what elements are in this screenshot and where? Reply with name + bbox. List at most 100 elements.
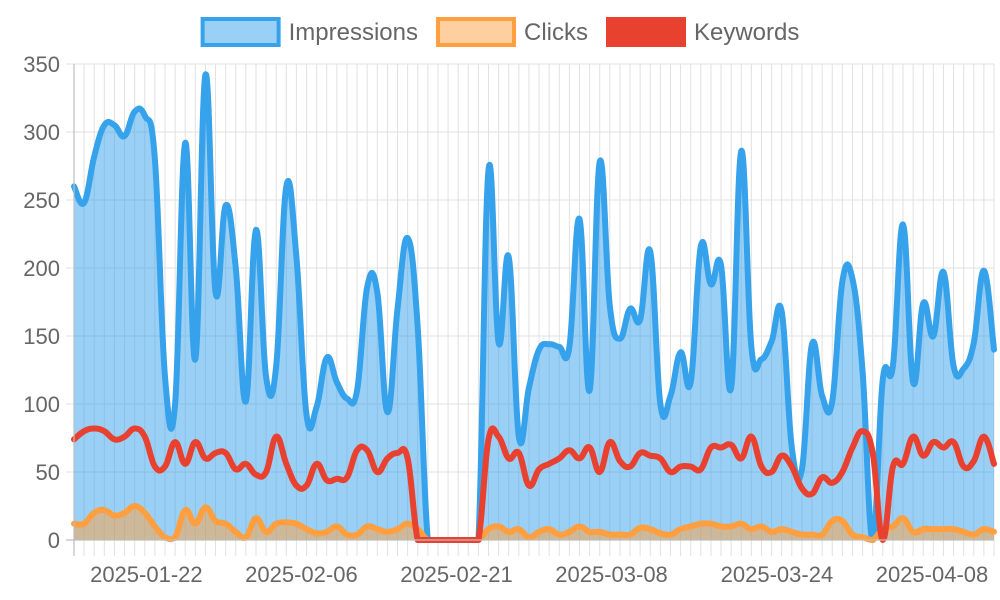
data-point[interactable]: [940, 269, 946, 275]
data-point[interactable]: [233, 466, 239, 472]
data-point[interactable]: [293, 483, 299, 489]
data-point[interactable]: [839, 469, 845, 475]
data-point[interactable]: [283, 183, 289, 189]
data-point[interactable]: [930, 439, 936, 445]
data-point[interactable]: [142, 510, 148, 516]
data-point[interactable]: [395, 526, 401, 532]
data-point[interactable]: [900, 221, 906, 227]
data-point[interactable]: [657, 401, 663, 407]
data-point[interactable]: [506, 529, 512, 535]
data-point[interactable]: [546, 341, 552, 347]
data-point[interactable]: [172, 439, 178, 445]
data-point[interactable]: [991, 461, 997, 467]
data-point[interactable]: [213, 518, 219, 524]
data-point[interactable]: [516, 526, 522, 532]
data-point[interactable]: [223, 202, 229, 208]
data-point[interactable]: [809, 532, 815, 538]
data-point[interactable]: [496, 434, 502, 440]
data-point[interactable]: [152, 156, 158, 162]
data-point[interactable]: [576, 523, 582, 529]
data-point[interactable]: [789, 464, 795, 470]
data-point[interactable]: [678, 349, 684, 355]
data-point[interactable]: [202, 455, 208, 461]
data-point[interactable]: [779, 309, 785, 315]
data-point[interactable]: [961, 464, 967, 470]
data-point[interactable]: [263, 469, 269, 475]
data-point[interactable]: [405, 455, 411, 461]
data-point[interactable]: [111, 513, 117, 519]
data-point[interactable]: [314, 530, 320, 536]
data-point[interactable]: [556, 532, 562, 538]
data-point[interactable]: [667, 469, 673, 475]
data-point[interactable]: [576, 455, 582, 461]
data-point[interactable]: [728, 385, 734, 391]
data-point[interactable]: [314, 461, 320, 467]
data-point[interactable]: [617, 336, 623, 342]
data-point[interactable]: [364, 523, 370, 529]
data-point[interactable]: [344, 532, 350, 538]
data-point[interactable]: [890, 363, 896, 369]
data-point[interactable]: [243, 534, 249, 540]
data-point[interactable]: [819, 532, 825, 538]
data-point[interactable]: [678, 526, 684, 532]
data-point[interactable]: [142, 434, 148, 440]
data-point[interactable]: [566, 447, 572, 453]
data-point[interactable]: [829, 518, 835, 524]
data-point[interactable]: [880, 377, 886, 383]
data-point[interactable]: [374, 526, 380, 532]
data-point[interactable]: [627, 464, 633, 470]
data-point[interactable]: [374, 469, 380, 475]
data-point[interactable]: [708, 521, 714, 527]
data-point[interactable]: [344, 396, 350, 402]
data-point[interactable]: [566, 344, 572, 350]
data-point[interactable]: [971, 458, 977, 464]
data-point[interactable]: [405, 521, 411, 527]
data-point[interactable]: [637, 525, 643, 531]
data-point[interactable]: [607, 303, 613, 309]
data-point[interactable]: [273, 363, 279, 369]
data-point[interactable]: [384, 409, 390, 415]
data-point[interactable]: [819, 474, 825, 480]
data-point[interactable]: [890, 464, 896, 470]
data-point[interactable]: [253, 472, 259, 478]
data-point[interactable]: [81, 521, 87, 527]
data-point[interactable]: [486, 526, 492, 532]
data-point[interactable]: [556, 344, 562, 350]
data-point[interactable]: [546, 461, 552, 467]
data-point[interactable]: [910, 529, 916, 535]
data-point[interactable]: [536, 466, 542, 472]
data-point[interactable]: [930, 526, 936, 532]
legend-item-clicks[interactable]: Clicks: [436, 17, 588, 47]
data-point[interactable]: [132, 425, 138, 431]
data-point[interactable]: [657, 530, 663, 536]
data-point[interactable]: [273, 521, 279, 527]
data-point[interactable]: [860, 368, 866, 374]
data-point[interactable]: [667, 532, 673, 538]
data-point[interactable]: [122, 133, 128, 139]
data-point[interactable]: [991, 529, 997, 535]
data-point[interactable]: [961, 366, 967, 372]
data-point[interactable]: [304, 483, 310, 489]
data-point[interactable]: [748, 344, 754, 350]
data-point[interactable]: [637, 317, 643, 323]
data-point[interactable]: [940, 445, 946, 451]
data-point[interactable]: [192, 439, 198, 445]
data-point[interactable]: [688, 379, 694, 385]
data-point[interactable]: [536, 529, 542, 535]
data-point[interactable]: [860, 428, 866, 434]
data-point[interactable]: [334, 523, 340, 529]
data-point[interactable]: [243, 398, 249, 404]
data-point[interactable]: [142, 113, 148, 119]
data-point[interactable]: [364, 284, 370, 290]
data-point[interactable]: [354, 532, 360, 538]
data-point[interactable]: [849, 532, 855, 538]
data-point[interactable]: [496, 523, 502, 529]
data-point[interactable]: [718, 445, 724, 451]
data-point[interactable]: [253, 515, 259, 521]
data-point[interactable]: [951, 363, 957, 369]
data-point[interactable]: [566, 529, 572, 535]
data-point[interactable]: [496, 340, 502, 346]
data-point[interactable]: [769, 469, 775, 475]
data-point[interactable]: [607, 439, 613, 445]
data-point[interactable]: [708, 281, 714, 287]
